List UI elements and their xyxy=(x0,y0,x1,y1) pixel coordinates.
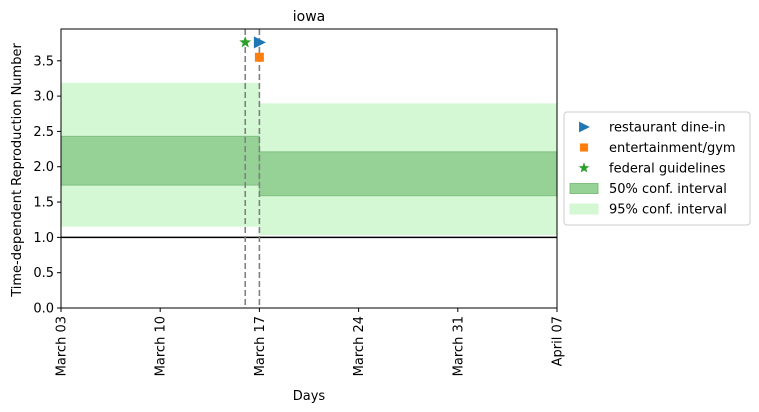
y-tick-label: 0.0 xyxy=(33,302,54,317)
legend-marker-2 xyxy=(579,143,589,152)
x-tick-label: April 07 xyxy=(551,316,566,366)
y-axis-label: Time-dependent Reproduction Number xyxy=(10,43,25,298)
plot-area xyxy=(60,29,558,308)
marker-restaurant-dine-in xyxy=(253,36,266,49)
y-tick-label: 2.0 xyxy=(33,160,54,175)
ci50-band-2 xyxy=(258,151,558,197)
legend-marker-1 xyxy=(579,121,590,133)
legend-label: entertainment/gym xyxy=(609,141,736,156)
plot-frame xyxy=(60,28,558,309)
x-tick-label: March 17 xyxy=(253,316,268,376)
legend: restaurant dine-in entertainment/gym feder… xyxy=(563,111,751,226)
legend-swatch-4 xyxy=(569,183,599,194)
x-tick-label: March 10 xyxy=(154,316,169,376)
marker-entertainment-gym xyxy=(254,52,264,62)
legend-label: 50% conf. interval xyxy=(609,182,727,197)
y-tick-label: 1.5 xyxy=(33,196,54,211)
x-axis-label: Days xyxy=(293,389,326,404)
x-tick-label: March 31 xyxy=(451,316,466,376)
y-tick-label: 3.5 xyxy=(33,54,54,69)
legend-label: restaurant dine-in xyxy=(609,121,726,136)
chart-title: iowa xyxy=(293,9,325,25)
legend-swatch-5 xyxy=(569,203,599,215)
y-tick-label: 2.5 xyxy=(33,125,54,140)
y-tick-label: 1.0 xyxy=(33,231,54,246)
x-tick-label: March 03 xyxy=(55,316,70,376)
ci50-band-1 xyxy=(60,135,260,186)
axes: 0.0 0.5 1.0 1.5 2.0 2.5 3.0 3.5 March 03 March 10… xyxy=(33,28,566,376)
y-tick-label: 0.5 xyxy=(33,266,54,281)
legend-frame xyxy=(563,111,751,226)
legend-label: 95% conf. interval xyxy=(609,203,727,218)
x-tick-label: March 24 xyxy=(352,316,367,376)
legend-marker-3 xyxy=(578,162,590,173)
y-tick-label: 3.0 xyxy=(33,90,54,105)
marker-federal-guidelines xyxy=(239,36,252,48)
legend-label: federal guidelines xyxy=(609,162,726,177)
